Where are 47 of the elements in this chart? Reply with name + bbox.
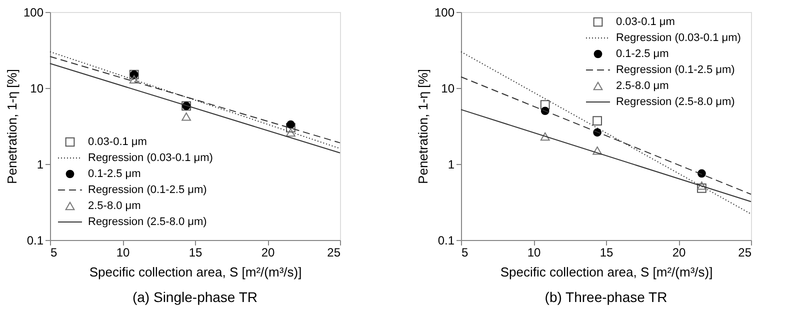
x-tick-label: 10 <box>527 246 541 260</box>
legend-label: Regression (2.5-8.0 μm) <box>616 96 735 108</box>
x-tick-label: 5 <box>50 246 58 260</box>
legend-label: Regression (0.03-0.1 μm) <box>88 152 213 164</box>
y-axis-title: Penetration, 1-η [%] <box>4 69 20 184</box>
y-tick-label: 1 <box>448 158 455 172</box>
x-tick-label: 20 <box>261 246 275 260</box>
point <box>129 75 139 84</box>
x-axis-title: Specific collection area, S [m²/(m³/s)] <box>89 264 302 280</box>
point <box>697 181 706 190</box>
legend-label: 0.1-2.5 μm <box>616 48 669 60</box>
legend-label: Regression (0.1-2.5 μm) <box>88 184 207 196</box>
x-tick-label: 5 <box>462 246 468 260</box>
y-axis-title: Penetration, 1-η [%] <box>415 69 430 184</box>
x-tick-label: 25 <box>327 246 341 260</box>
legend-label: 2.5-8.0 μm <box>88 200 141 212</box>
point <box>182 112 191 121</box>
text: (a) Single-phase TR <box>132 289 258 305</box>
legend-label: Regression (0.1-2.5 μm) <box>616 64 735 76</box>
legend-label: Regression (2.5-8.0 μm) <box>88 216 207 228</box>
x-tick-label: 15 <box>188 246 202 260</box>
y-tick-label: 10 <box>441 82 455 96</box>
y-tick-label: 0.1 <box>26 234 44 248</box>
point <box>286 120 295 129</box>
legend-label: 2.5-8.0 μm <box>616 80 669 92</box>
x-tick-label: 25 <box>738 246 752 260</box>
y-tick-label: 1 <box>36 158 44 172</box>
point <box>286 123 296 132</box>
legend-label: 0.1-2.5 μm <box>88 168 141 180</box>
point <box>540 132 550 141</box>
y-tick-label: 10 <box>30 82 44 96</box>
x-tick-label: 15 <box>600 246 614 260</box>
x-tick-label: 20 <box>672 246 686 260</box>
x-tick-label: 10 <box>116 246 130 260</box>
y-tick-label: 100 <box>23 6 44 20</box>
y-tick-label: 0.1 <box>438 234 455 248</box>
point <box>540 100 550 110</box>
legend-label: 0.03-0.1 μm <box>616 16 675 28</box>
text: (b) Three-phase TR <box>544 289 668 305</box>
point <box>592 116 602 126</box>
legend-label: Regression (0.03-0.1 μm) <box>616 32 741 44</box>
point <box>286 128 296 137</box>
point <box>697 184 706 193</box>
legend-label: 0.03-0.1 μm <box>88 136 147 148</box>
point <box>592 146 602 155</box>
y-tick-label: 100 <box>434 6 455 20</box>
x-axis-title: Specific collection area, S [m²/(m³/s)] <box>500 264 713 280</box>
